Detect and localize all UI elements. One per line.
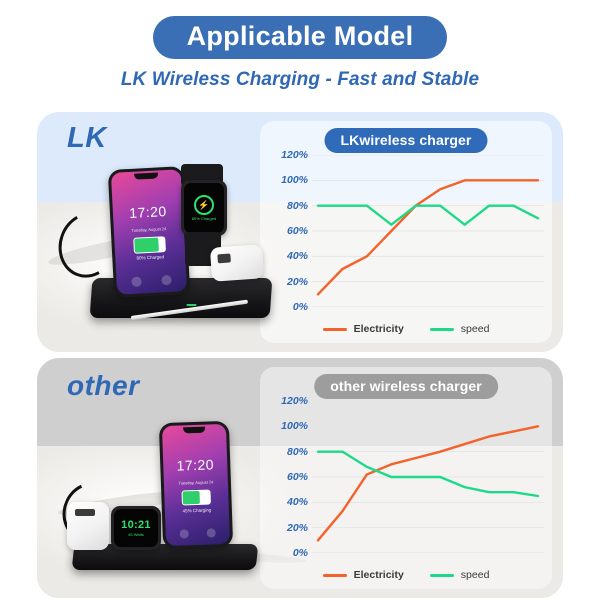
phone-time-lk: 17:20 <box>128 202 168 221</box>
phone-battery-fill <box>134 237 159 253</box>
y-tick-80: 80% <box>286 445 308 458</box>
legend-swatch-speed <box>429 327 454 331</box>
card-label-other: other <box>67 370 140 401</box>
legend-swatch-speed <box>429 573 454 577</box>
y-tick-120: 120% <box>281 395 308 407</box>
phone-battery-label-other: 45% Charging <box>182 507 212 514</box>
watch-label-other: 45 Watts <box>128 532 144 537</box>
legend-label-speed: speed <box>460 323 490 335</box>
page-title: Applicable Model <box>152 16 448 59</box>
phone-time-other: 17:20 <box>176 456 215 475</box>
watch-screen-lk: ⚡ 80% Charged <box>184 183 224 233</box>
legend-label-electricity: Electricity <box>353 323 404 335</box>
legend-item-electricity: Electricity <box>322 569 404 581</box>
phone-battery-fill <box>182 490 200 505</box>
chart-panel-lk: LKwireless charger 120% 100% 80% 60% 40%… <box>260 121 552 343</box>
chart-title-other: other wireless charger <box>314 374 498 399</box>
camera-icon <box>206 528 216 538</box>
airpods-slot <box>217 253 231 264</box>
legend-label-speed: speed <box>460 569 490 581</box>
airpods-slot <box>75 508 95 517</box>
camera-icon <box>161 274 172 286</box>
chart-legend-other: Electricity speed <box>260 569 552 581</box>
chart-title-lk: LKwireless charger <box>324 128 488 153</box>
y-tick-20: 20% <box>286 521 308 534</box>
y-tick-0: 0% <box>292 301 308 313</box>
y-tick-20: 20% <box>286 275 308 288</box>
phone-screen-lk: 17:20 Tuesday, August 24 80% Charged <box>110 169 188 295</box>
watch-screen-other: 10:21 45 Watts <box>114 509 158 547</box>
comparison-card-other: other 17:20 Tuesday, August 24 45% Charg… <box>37 358 563 598</box>
chart-lines-other <box>316 425 540 542</box>
y-tick-40: 40% <box>286 250 308 263</box>
watch-time-other: 10:21 <box>121 519 151 531</box>
flashlight-icon <box>179 529 189 539</box>
y-tick-120: 120% <box>281 149 308 161</box>
plot-area-other: 120% 100% 80% 60% 40% 20% 0% <box>266 395 546 559</box>
y-tick-100: 100% <box>281 174 308 187</box>
phone-battery-indicator-other <box>181 489 212 506</box>
phone-device-lk: 17:20 Tuesday, August 24 80% Charged <box>107 166 191 298</box>
y-tick-60: 60% <box>286 471 308 483</box>
legend-label-electricity: Electricity <box>353 569 404 581</box>
phone-date-other: Tuesday, August 24 <box>178 479 214 486</box>
status-led-icon <box>186 304 197 306</box>
header: Applicable Model LK Wireless Charging - … <box>0 0 600 91</box>
watch-label-lk: 80% Charged <box>191 216 217 221</box>
plot-area-lk: 120% 100% 80% 60% 40% 20% 0% <box>266 149 546 313</box>
chart-gridlines-other <box>312 401 544 553</box>
y-tick-40: 40% <box>286 496 308 509</box>
comparison-card-lk: LK 17:20 Tuesday, August 24 80% Charg <box>37 112 563 352</box>
y-tick-0: 0% <box>292 547 308 559</box>
watch-device-other: 10:21 45 Watts <box>111 506 161 550</box>
legend-item-speed: speed <box>429 323 490 335</box>
page-subtitle: LK Wireless Charging - Fast and Stable <box>120 69 480 90</box>
phone-battery-label-lk: 80% Charged <box>136 254 165 261</box>
phone-device-other: 17:20 Tuesday, August 24 45% Charging <box>158 420 234 550</box>
airpods-case-lk <box>209 244 265 282</box>
y-axis-labels-other: 120% 100% 80% 60% 40% 20% 0% <box>266 395 310 559</box>
y-axis-labels-lk: 120% 100% 80% 60% 40% 20% 0% <box>266 149 310 313</box>
product-image-other: 17:20 Tuesday, August 24 45% Charging 10… <box>53 394 287 592</box>
y-tick-100: 100% <box>281 420 308 433</box>
legend-item-speed: speed <box>429 569 490 581</box>
legend-swatch-electricity <box>322 327 347 331</box>
product-image-lk: 17:20 Tuesday, August 24 80% Charged ⚡ 8… <box>50 146 290 346</box>
chart-panel-other: other wireless charger 120% 100% 80% 60%… <box>260 367 552 589</box>
card-label-lk: LK <box>67 122 107 154</box>
legend-item-electricity: Electricity <box>322 323 404 335</box>
flashlight-icon <box>131 276 143 287</box>
phone-date-lk: Tuesday, August 24 <box>131 226 167 234</box>
legend-swatch-electricity <box>322 573 347 577</box>
phone-battery-indicator-lk <box>133 236 167 254</box>
chart-lines-lk <box>316 179 540 296</box>
charging-bolt-icon: ⚡ <box>194 195 214 215</box>
phone-notch <box>134 172 159 180</box>
watch-device-lk: ⚡ 80% Charged <box>181 180 227 236</box>
airpods-case-other <box>67 502 109 550</box>
chart-legend-lk: Electricity speed <box>260 323 552 335</box>
y-tick-60: 60% <box>286 225 308 237</box>
phone-notch <box>183 426 206 434</box>
y-tick-80: 80% <box>286 199 308 212</box>
phone-screen-other: 17:20 Tuesday, August 24 45% Charging <box>161 423 231 547</box>
